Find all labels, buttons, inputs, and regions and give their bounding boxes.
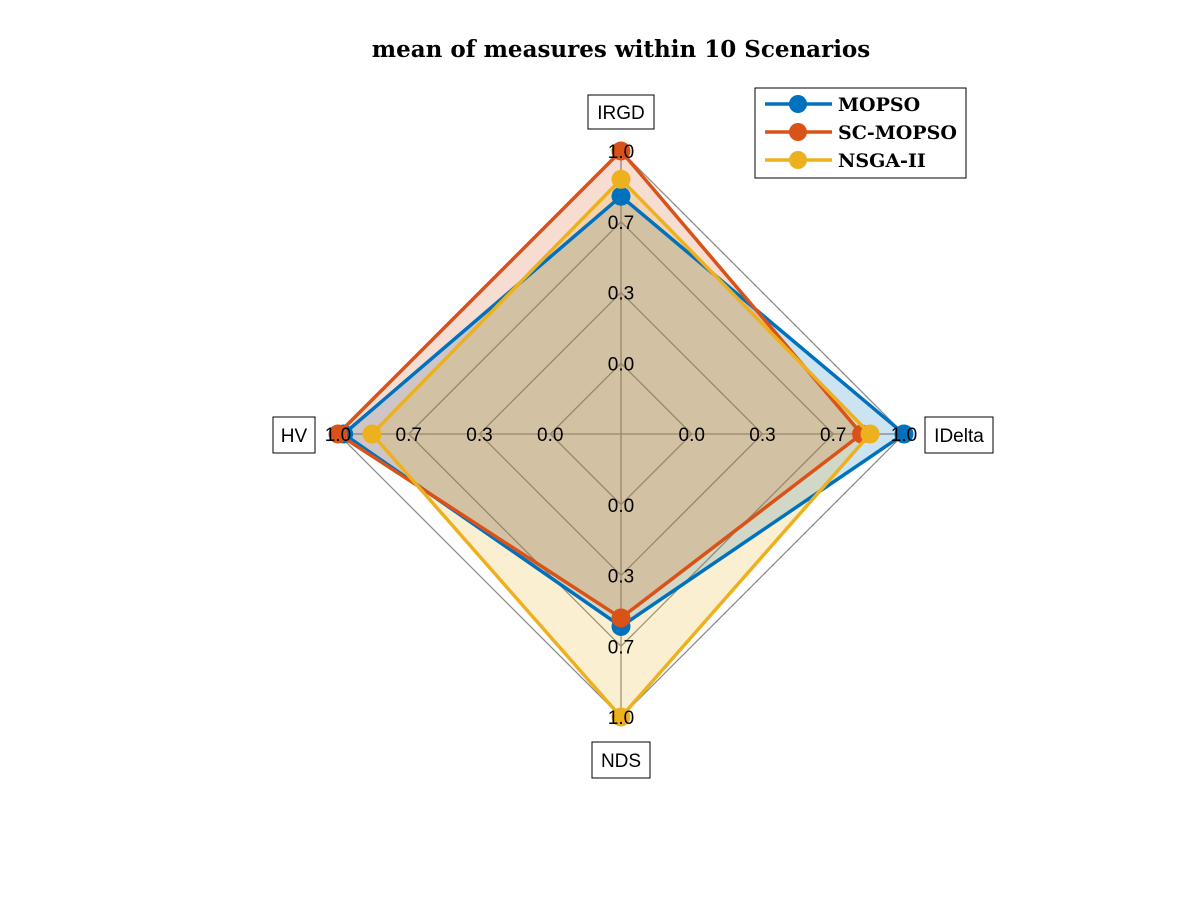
tick-label-nds: 0.0 xyxy=(608,496,634,517)
chart-title: mean of measures within 10 Scenarios xyxy=(372,36,870,63)
axis-label-idelta: IDelta xyxy=(924,416,994,454)
point-sc-mopso-hv xyxy=(328,424,348,444)
svg-text:MOPSO: MOPSO xyxy=(838,94,920,116)
tick-label-idelta: 0.7 xyxy=(820,425,846,446)
tick-label-nds: 1.0 xyxy=(608,708,634,729)
svg-text:NSGA-II: NSGA-II xyxy=(838,150,926,172)
svg-text:IRGD: IRGD xyxy=(597,103,645,124)
tick-label-nds: 0.7 xyxy=(608,637,634,658)
point-sc-mopso-nds xyxy=(611,608,631,628)
tick-label-irgd: 1.0 xyxy=(608,142,634,163)
tick-label-idelta: 0.3 xyxy=(749,425,775,446)
tick-label-nds: 0.3 xyxy=(608,567,634,588)
svg-text:NDS: NDS xyxy=(601,751,641,772)
legend: MOPSO SC-MOPSO NSGA-II xyxy=(754,87,967,179)
legend-item-nsga-ii: NSGA-II xyxy=(765,150,926,172)
tick-label-irgd: 0.0 xyxy=(608,354,634,375)
series-fills xyxy=(338,151,904,718)
tick-label-hv: 1.0 xyxy=(325,425,351,446)
tick-label-idelta: 1.0 xyxy=(891,425,917,446)
tick-label-irgd: 0.3 xyxy=(608,284,634,305)
svg-text:SC-MOPSO: SC-MOPSO xyxy=(838,122,957,144)
tick-label-irgd: 0.7 xyxy=(608,213,634,234)
point-nsga-ii-irgd xyxy=(611,169,631,189)
series-lines xyxy=(328,141,914,727)
legend-item-mopso: MOPSO xyxy=(765,94,920,116)
series-fill-sc-mopso xyxy=(338,151,862,618)
tick-label-hv: 0.3 xyxy=(466,425,492,446)
tick-label-idelta: 0.0 xyxy=(679,425,705,446)
point-sc-mopso-irgd xyxy=(611,141,631,161)
tick-label-hv: 0.7 xyxy=(396,425,422,446)
point-nsga-ii-nds xyxy=(611,707,631,727)
series-fill-mopso xyxy=(343,196,904,627)
point-mopso-irgd xyxy=(611,186,631,206)
legend-item-sc-mopso: SC-MOPSO xyxy=(765,122,957,144)
tick-label-hv: 0.0 xyxy=(537,425,563,446)
series-fill-nsga-ii xyxy=(371,179,871,718)
svg-text:IDelta: IDelta xyxy=(934,426,984,447)
tick-labels: 0.0 0.3 0.7 1.0 0.0 0.3 0.7 1.0 0.0 0.3 0.7 1.0 0.0 0… xyxy=(325,142,917,729)
point-nsga-ii-idelta xyxy=(860,424,880,444)
axis-label-hv: HV xyxy=(272,416,316,454)
axis-label-irgd: IRGD xyxy=(587,94,655,130)
svg-text:HV: HV xyxy=(281,426,308,447)
point-nsga-ii-hv xyxy=(362,424,382,444)
axis-label-nds: NDS xyxy=(591,741,651,779)
point-mopso-idelta xyxy=(894,424,914,444)
